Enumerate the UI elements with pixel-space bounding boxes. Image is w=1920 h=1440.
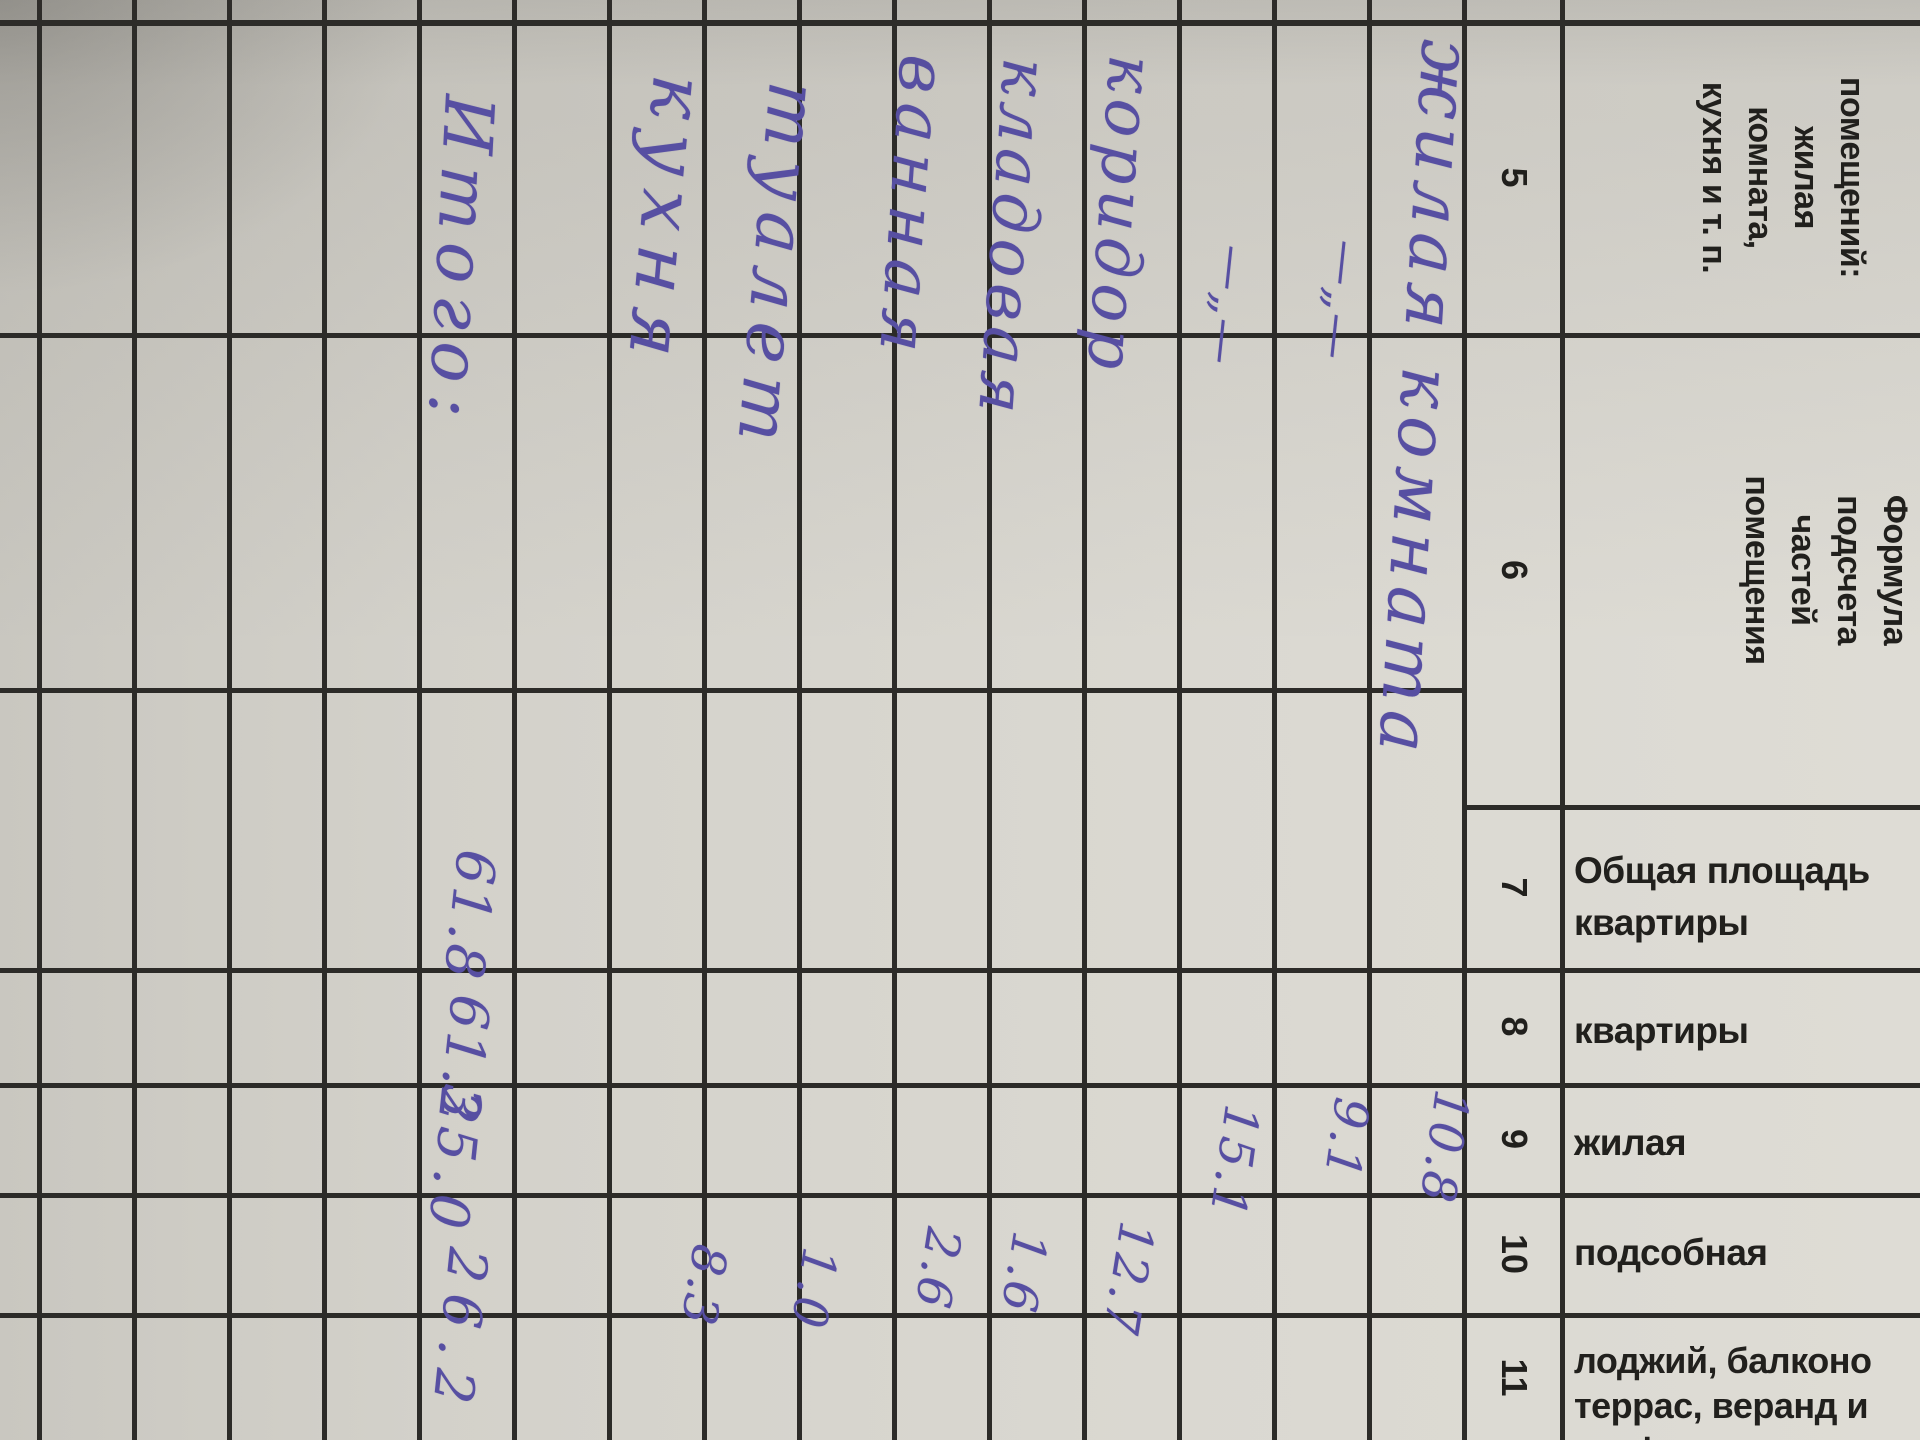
caption-line: Формула [1876,494,1914,646]
grid-line [0,968,1920,973]
hw-area-value: 1.0 [779,1243,848,1334]
hw-total-value: 26.2 [419,1244,500,1419]
column-caption-10: подсобная [1574,1227,1920,1279]
hw-ditto-mark: —„— [1308,237,1375,364]
hw-room-name: туалет [720,78,835,458]
grid-line [227,0,232,1440]
caption-line: помещения [1738,475,1776,665]
column-caption-8: квартиры [1574,1005,1920,1057]
grid-line [132,0,137,1440]
hw-total-value: 61.8 [431,846,508,985]
grid-line [512,0,517,1440]
caption-line: комната, [1741,106,1779,249]
hw-room-name: ванная [863,52,962,365]
caption-line: жилая [1574,1122,1687,1163]
grid-line [607,0,612,1440]
column-number-7: 7 [1494,877,1535,898]
column-number-11: 11 [1494,1358,1535,1397]
column-caption-5: помещений: жилая комната, кухня и т. п. [1691,22,1875,333]
caption-line: лоджий, балконо [1574,1340,1872,1381]
caption-line: террас, веранд и [1574,1385,1869,1426]
column-caption-6: Формула подсчета частей помещения [1734,335,1918,805]
column-caption-7: Общая площадь квартиры [1574,845,1920,949]
grid-line [37,0,42,1440]
column-number-10: 10 [1494,1233,1535,1275]
caption-line: подсобная [1574,1232,1768,1273]
column-number-9: 9 [1494,1128,1535,1150]
caption-line: коэф [1574,1428,1920,1440]
grid-line [0,1313,1920,1318]
hw-area-value: 2.6 [903,1223,972,1314]
hw-area-value: 15.1 [1198,1101,1270,1223]
column-number-8: 8 [1494,1016,1535,1037]
caption-line: помещений: [1833,76,1871,279]
grid-line [0,333,1920,338]
grid-line [1272,0,1277,1440]
caption-line: частей [1784,514,1822,626]
grid-line [0,1193,1920,1198]
grid-line [0,1083,1920,1088]
grid-line [0,20,1920,26]
caption-line: жилая [1787,126,1825,229]
caption-line: квартиры [1574,1010,1749,1051]
column-number-6: 6 [1494,559,1535,581]
caption-line: Общая площадь [1574,850,1870,891]
grid-line [1177,0,1182,1440]
column-caption-9: жилая [1574,1117,1920,1169]
hw-room-name: кладовая [962,55,1062,422]
column-caption-11: лоджий, балконо террас, веранд и коэф [1574,1338,1920,1440]
caption-line: подсчета [1830,495,1868,645]
hw-itogo-label: Итого: [411,92,508,432]
grid-line [0,688,1467,693]
hw-area-value: 12.7 [1091,1217,1165,1340]
hw-area-value: 1.6 [989,1227,1058,1318]
hw-area-value: 9.1 [1312,1094,1380,1184]
caption-line: кухня и т. п. [1695,81,1733,274]
grid-line [322,0,327,1440]
caption-line: квартиры [1574,902,1749,943]
hw-ditto-mark: —„— [1195,242,1262,369]
